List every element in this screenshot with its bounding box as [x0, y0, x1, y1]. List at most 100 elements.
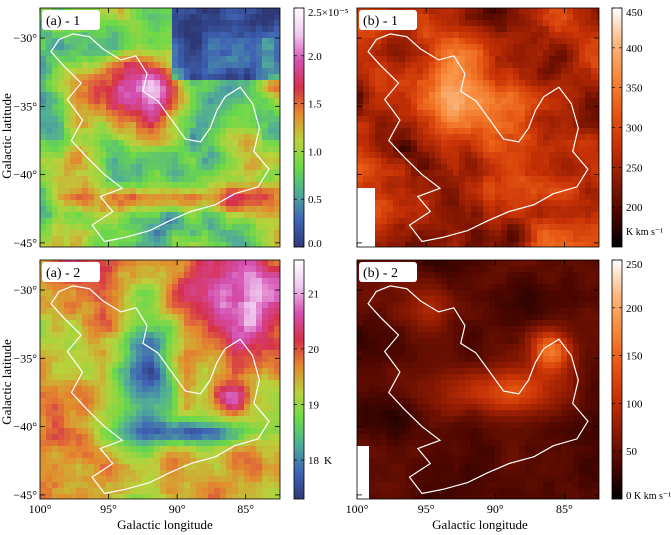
heatmap-cell	[244, 56, 251, 63]
heatmap-cell	[519, 110, 526, 117]
heatmap-cell	[214, 122, 221, 129]
heatmap-cell	[573, 32, 580, 39]
heatmap-cell	[166, 116, 173, 123]
heatmap-cell	[501, 122, 508, 129]
heatmap-cell	[88, 92, 95, 99]
heatmap-cell	[417, 80, 424, 87]
heatmap-cell	[88, 362, 95, 369]
heatmap-cell	[357, 56, 364, 63]
heatmap-cell	[208, 362, 215, 369]
heatmap-cell	[393, 50, 400, 57]
heatmap-cell	[447, 182, 454, 189]
heatmap-cell	[58, 452, 65, 459]
heatmap-cell	[124, 434, 131, 441]
heatmap-cell	[465, 194, 472, 201]
heatmap-cell	[579, 14, 586, 21]
heatmap-cell	[166, 266, 173, 273]
heatmap-cell	[226, 356, 233, 363]
heatmap-cell	[369, 242, 376, 247]
heatmap-cell	[70, 350, 77, 357]
heatmap-cell	[435, 260, 442, 267]
heatmap-cell	[166, 482, 173, 489]
heatmap-cell	[477, 188, 484, 195]
heatmap-cell	[100, 470, 107, 477]
heatmap-cell	[405, 206, 412, 213]
heatmap-cell	[453, 200, 460, 207]
heatmap-cell	[118, 302, 125, 309]
heatmap-cell	[100, 356, 107, 363]
heatmap-cell	[76, 134, 83, 141]
heatmap-cell	[172, 236, 179, 243]
heatmap-cell	[585, 20, 592, 27]
heatmap-cell	[591, 56, 598, 63]
heatmap-cell	[567, 26, 574, 33]
heatmap-cell	[130, 116, 137, 123]
heatmap-cell	[561, 32, 568, 39]
heatmap-cell	[274, 410, 280, 417]
heatmap-cell	[82, 464, 89, 471]
heatmap-cell	[507, 170, 514, 177]
heatmap-cell	[130, 212, 137, 219]
heatmap-cell	[369, 212, 376, 219]
heatmap-cell	[88, 338, 95, 345]
heatmap-cell	[561, 128, 568, 135]
heatmap-cell	[202, 116, 209, 123]
heatmap-cell	[561, 98, 568, 105]
heatmap-cell	[357, 68, 364, 75]
heatmap-cell	[597, 218, 599, 225]
heatmap-cell	[172, 494, 179, 499]
heatmap-cell	[160, 362, 167, 369]
heatmap-cell	[196, 74, 203, 81]
heatmap-cell	[52, 332, 59, 339]
heatmap-cell	[585, 116, 592, 123]
heatmap-cell	[142, 146, 149, 153]
heatmap-cell	[387, 182, 394, 189]
heatmap-cell	[567, 14, 574, 21]
heatmap-cell	[423, 164, 430, 171]
heatmap-cell	[40, 464, 47, 471]
heatmap-cell	[148, 110, 155, 117]
heatmap-cell	[537, 116, 544, 123]
heatmap-cell	[40, 452, 47, 459]
heatmap-cell	[369, 104, 376, 111]
heatmap-cell	[202, 296, 209, 303]
heatmap-cell	[453, 50, 460, 57]
heatmap-cell	[178, 188, 185, 195]
heatmap-cell	[507, 20, 514, 27]
heatmap-cell	[375, 104, 382, 111]
heatmap-cell	[94, 230, 101, 237]
heatmap-cell	[82, 476, 89, 483]
heatmap-cell	[202, 236, 209, 243]
heatmap-cell	[579, 32, 586, 39]
heatmap-cell	[274, 62, 280, 69]
heatmap-cell	[160, 134, 167, 141]
heatmap-cell	[399, 122, 406, 129]
heatmap-cell	[417, 14, 424, 21]
heatmap-cell	[82, 38, 89, 45]
heatmap-cell	[477, 122, 484, 129]
heatmap-cell	[124, 188, 131, 195]
heatmap-cell	[531, 134, 538, 141]
heatmap-cell	[465, 62, 472, 69]
heatmap-cell	[244, 128, 251, 135]
heatmap-cell	[136, 392, 143, 399]
heatmap-cell	[483, 26, 490, 33]
heatmap-cell	[154, 158, 161, 165]
heatmap-cell	[94, 380, 101, 387]
heatmap-cell	[52, 494, 59, 499]
heatmap-cell	[160, 200, 167, 207]
heatmap-cell	[190, 206, 197, 213]
heatmap-cell	[142, 56, 149, 63]
heatmap-cell	[244, 122, 251, 129]
heatmap-cell	[160, 398, 167, 405]
heatmap-cell	[106, 104, 113, 111]
heatmap-cell	[190, 356, 197, 363]
heatmap-cell	[160, 38, 167, 45]
heatmap-cell	[46, 416, 53, 423]
heatmap-cell	[172, 152, 179, 159]
heatmap-cell	[501, 50, 508, 57]
heatmap-cell	[154, 410, 161, 417]
heatmap-cell	[262, 422, 269, 429]
heatmap-cell	[220, 32, 227, 39]
heatmap-cell	[190, 26, 197, 33]
